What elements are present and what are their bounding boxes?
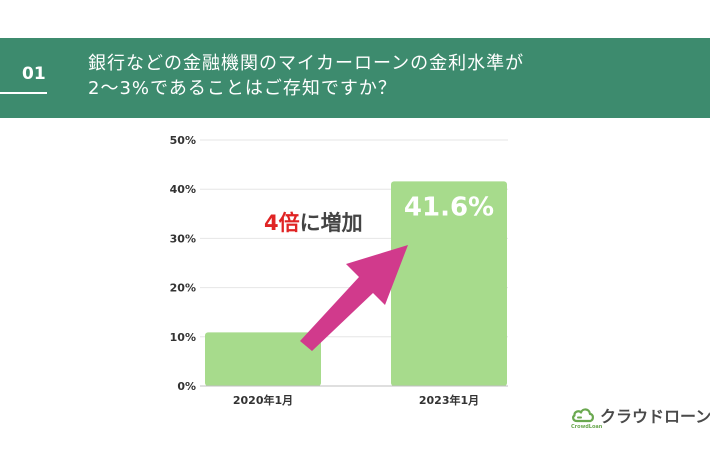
growth-arrow (300, 245, 408, 351)
y-tick-label: 30% (170, 232, 196, 245)
y-tick-label: 10% (170, 331, 196, 344)
annotation-rest: に増加 (300, 211, 363, 235)
x-tick-label: 2023年1月 (419, 393, 479, 407)
logo-subtext: CrowdLoan (571, 424, 603, 430)
question-text: 銀行などの金融機関のマイカーローンの金利水準が 2〜3%であることはご存知ですか… (88, 51, 524, 101)
question-number: 01 (22, 64, 46, 84)
question-header: 01 銀行などの金融機関のマイカーローンの金利水準が 2〜3%であることはご存知… (0, 38, 710, 118)
crowdloan-logo: クラウドローン CrowdLoan (571, 403, 710, 430)
x-tick-label: 2020年1月 (233, 393, 293, 407)
y-tick-label: 0% (177, 380, 196, 393)
question-line-1: 銀行などの金融機関のマイカーローンの金利水準が (88, 53, 525, 74)
y-tick-label: 40% (170, 183, 196, 196)
bar (205, 332, 321, 386)
annotation-highlight: 4倍 (264, 211, 300, 235)
question-line-2: 2〜3%であることはご存知ですか？ (88, 78, 397, 99)
data-label: 41.6% (404, 192, 494, 222)
y-tick-label: 50% (170, 134, 196, 147)
bar (391, 181, 507, 386)
y-tick-label: 20% (170, 282, 196, 295)
growth-annotation: 4倍に増加 (264, 211, 363, 235)
logo-text: クラウドローン (600, 407, 710, 426)
cloud-icon (572, 408, 594, 423)
question-number-underline (0, 92, 47, 94)
